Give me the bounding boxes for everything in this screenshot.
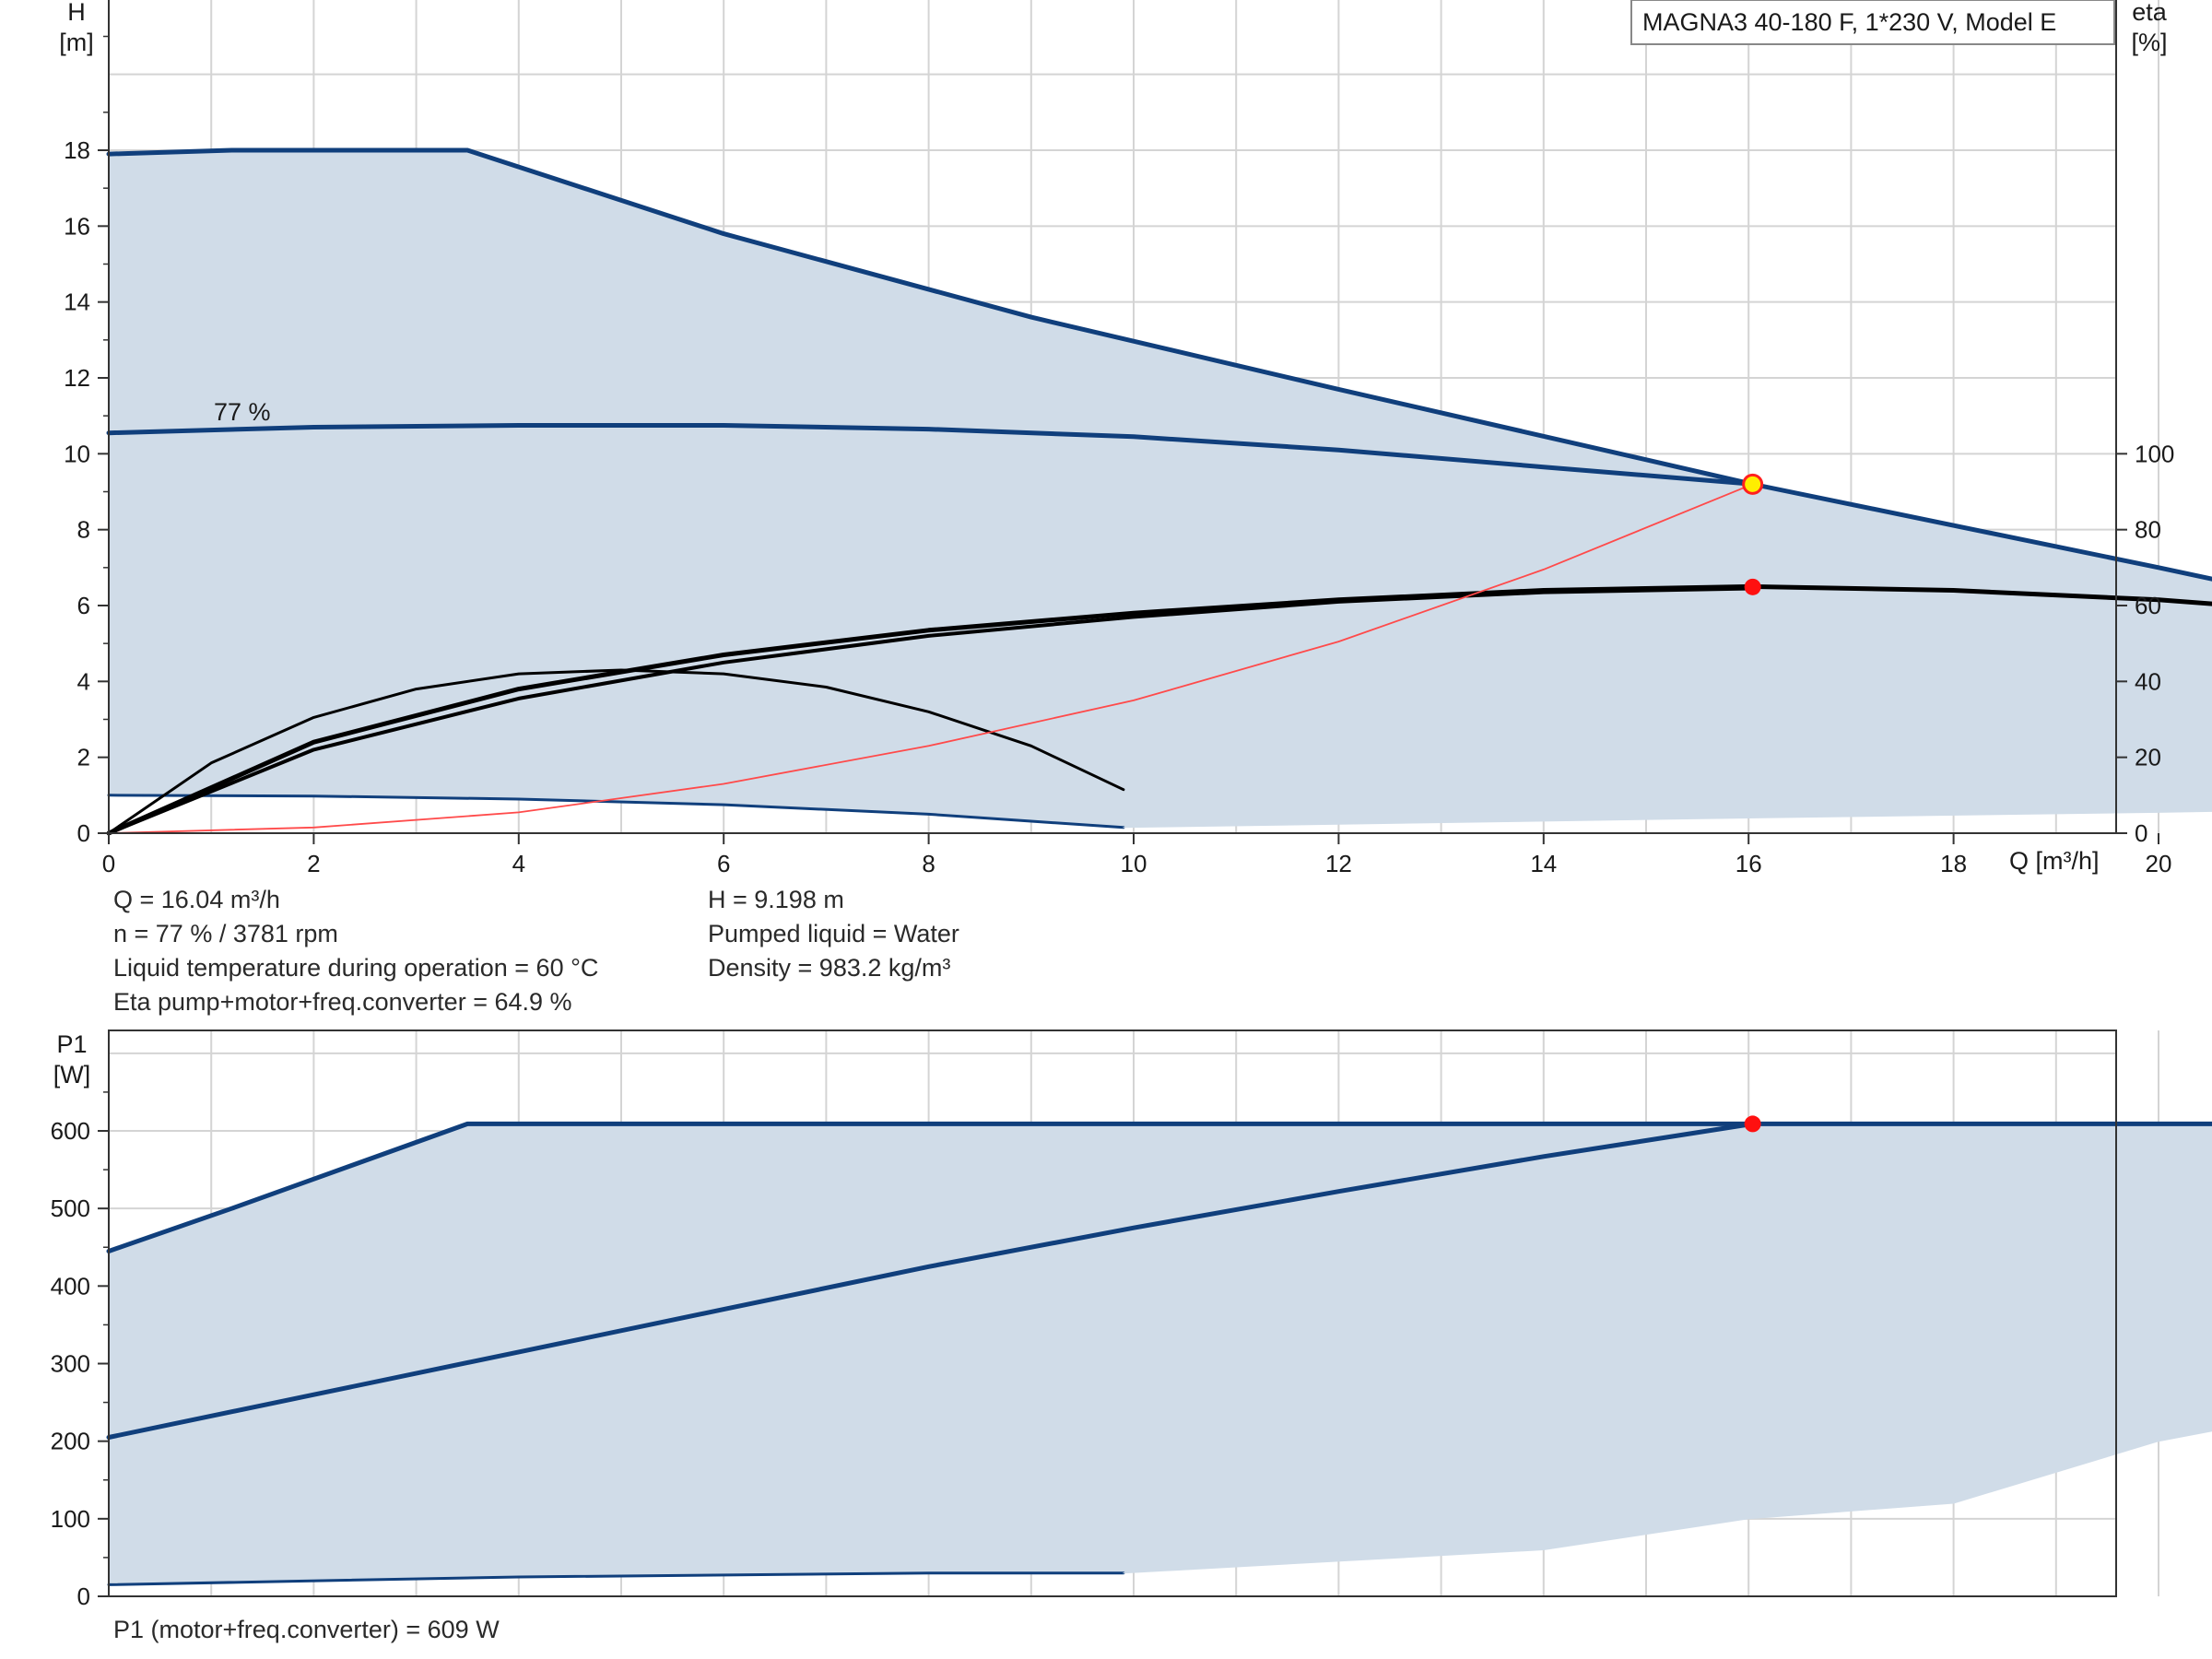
x-tick-label: 4: [512, 850, 525, 877]
head-axes: 0246810121416180246810121416182022242628…: [64, 0, 2174, 877]
efficiency-curve-77: [107, 586, 1755, 835]
min-power-curve: [107, 1571, 1125, 1586]
duty-info-right: H = 9.198 m Pumped liquid = Water Densit…: [708, 883, 959, 985]
x-tick-label: 14: [1530, 850, 1557, 877]
power-y-tick-label: 500: [51, 1194, 90, 1222]
power-area-fill: [109, 1124, 2212, 1585]
power-y-tick-label: 300: [51, 1350, 90, 1378]
x-tick-label: 10: [1121, 850, 1147, 877]
eta-y-tick-label: 0: [2135, 819, 2147, 847]
operating-area-fill: [109, 150, 2212, 828]
power-y-tick-label: 400: [51, 1272, 90, 1300]
power-y-label-unit: [W]: [53, 1061, 91, 1088]
power-info: P1 (motor+freq.converter) = 609 W: [113, 1613, 500, 1647]
info-temperature: Liquid temperature during operation = 60…: [113, 954, 599, 982]
head-y-tick-label: 14: [64, 288, 90, 316]
info-speed: n = 77 % / 3781 rpm: [113, 920, 338, 947]
head-curve-77: [106, 423, 1756, 487]
head-y-tick-label: 16: [64, 212, 90, 240]
power-chart: 0 100 200 300 400 500 600 P1 [W]: [51, 1030, 2212, 1610]
x-tick-label: 18: [1940, 850, 1967, 877]
head-y-tick-label: 2: [77, 744, 90, 771]
eta-y-tick-label: 60: [2135, 592, 2161, 619]
power-y-tick-label: 600: [51, 1117, 90, 1145]
operating-area-boundary: [1123, 810, 2212, 829]
x-axis-label: Q [m³/h]: [2009, 847, 2100, 875]
efficiency-curve-min: [107, 668, 1125, 835]
chart-title-box: MAGNA3 40-180 F, 1*230 V, Model E: [1630, 0, 2115, 45]
power-frame: [108, 1030, 2117, 1597]
info-flow: Q = 16.04 m³/h: [113, 886, 280, 913]
x-tick-label: 2: [307, 850, 320, 877]
head-curves: [106, 147, 2212, 836]
x-tick-label: 20: [2146, 850, 2172, 877]
power-curve-77: [106, 1121, 1756, 1440]
system-curve: [108, 483, 1754, 834]
curve-77-label: 77 %: [214, 398, 271, 426]
power-duty-point: [1744, 1115, 1761, 1133]
eta-y-label-unit: [%]: [2131, 29, 2167, 56]
eta-y-tick-label: 40: [2135, 667, 2161, 695]
info-liquid: Pumped liquid = Water: [708, 920, 959, 947]
eta-y-tick-label: 80: [2135, 516, 2161, 544]
eta-y-tick-label: 100: [2135, 440, 2174, 467]
chart-title: MAGNA3 40-180 F, 1*230 V, Model E: [1642, 8, 2056, 36]
max-power-curve: [106, 1121, 2212, 1253]
x-tick-label: 12: [1325, 850, 1352, 877]
head-y-tick-label: 6: [77, 592, 90, 619]
power-y-tick-label: 0: [77, 1583, 90, 1610]
eta-y-label: eta: [2132, 0, 2168, 26]
power-operating-area: [109, 1124, 2212, 1585]
head-duty-point: [1742, 473, 1764, 495]
min-head-curve: [107, 794, 1125, 830]
head-y-label-unit: [m]: [59, 29, 94, 56]
head-y-tick-label: 4: [77, 667, 90, 695]
power-y-label: P1: [56, 1030, 87, 1058]
head-operating-area: [109, 150, 2212, 828]
head-y-label-h: H: [67, 0, 86, 26]
efficiency-duty-point: [1744, 578, 1761, 595]
power-axes: 0 100 200 300 400 500 600: [51, 1030, 2117, 1610]
info-head: H = 9.198 m: [708, 886, 844, 913]
power-y-tick-label: 200: [51, 1428, 90, 1455]
x-tick-label: 6: [717, 850, 730, 877]
info-density: Density = 983.2 kg/m³: [708, 954, 951, 982]
x-tick-label: 8: [922, 850, 935, 877]
power-labels: P1 [W]: [53, 1030, 91, 1088]
power-area-boundary: [1123, 1430, 2212, 1574]
max-head-curve: [106, 147, 2212, 582]
power-duty-points: [1744, 1115, 1761, 1133]
head-chart: 0246810121416180246810121416182022242628…: [59, 0, 2212, 877]
head-y-tick-label: 0: [77, 819, 90, 847]
eta-y-tick-label: 20: [2135, 744, 2161, 771]
info-efficiency: Eta pump+motor+freq.converter = 64.9 %: [113, 988, 572, 1016]
head-y-tick-label: 18: [64, 136, 90, 164]
head-labels: H [m] eta [%] Q [m³/h] 77 %: [59, 0, 2167, 875]
power-y-tick-label: 100: [51, 1505, 90, 1533]
x-tick-label: 16: [1735, 850, 1762, 877]
head-y-tick-label: 10: [64, 440, 90, 467]
info-p1: P1 (motor+freq.converter) = 609 W: [113, 1616, 500, 1643]
duty-info-left: Q = 16.04 m³/h n = 77 % / 3781 rpm Liqui…: [113, 883, 598, 1019]
head-duty-points: [1742, 473, 1764, 595]
efficiency-curve-max: [106, 583, 2212, 836]
power-curves: [106, 1121, 2212, 1586]
head-y-tick-label: 8: [77, 516, 90, 544]
head-y-tick-label: 12: [64, 364, 90, 392]
x-tick-label: 0: [102, 850, 115, 877]
